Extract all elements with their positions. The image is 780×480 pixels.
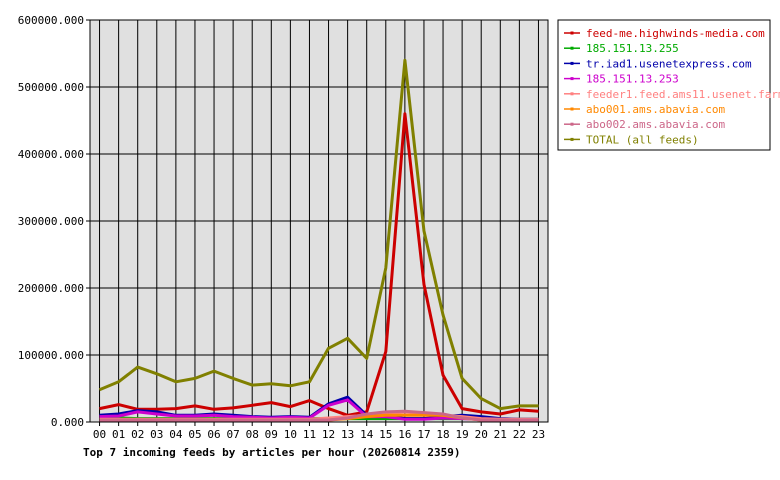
y-tick-label: 0.000 [51, 416, 84, 429]
legend-entry-feeder1-feed-ams11-usenet-farm: feeder1.feed.ams11.usenet.farm [586, 88, 780, 101]
legend: feed-me.highwinds-media.com 185.151.13.25… [557, 19, 780, 151]
legend-entry-185-151-13-255: 185.151.13.255 [586, 42, 679, 55]
x-tick-label: 17 [417, 428, 430, 441]
series-line-feed-me-highwinds-media-com [99, 112, 539, 417]
x-tick-label: 02 [131, 428, 144, 441]
legend-marker-abo001-ams-abavia-com [570, 107, 574, 111]
y-tick-label: 300000.000 [18, 215, 84, 228]
x-tick-label: 20 [475, 428, 488, 441]
x-tick-label: 04 [169, 428, 183, 441]
x-tick-label: 00 [93, 428, 106, 441]
x-tick-label: 06 [207, 428, 220, 441]
x-tick-label: 09 [265, 428, 278, 441]
x-tick-label: 14 [360, 428, 374, 441]
legend-marker-total-all-feeds [570, 137, 574, 141]
x-tick-label: 21 [494, 428, 507, 441]
legend-entry-185-151-13-253: 185.151.13.253 [586, 73, 679, 86]
x-tick-label: 10 [284, 428, 297, 441]
y-tick-label: 200000.000 [18, 282, 84, 295]
x-tick-label: 03 [150, 428, 163, 441]
x-tick-label: 07 [227, 428, 240, 441]
legend-marker-abo002-ams-abavia-com [570, 122, 574, 126]
y-tick-label: 500000.000 [18, 81, 84, 94]
series-lines [98, 58, 539, 422]
x-tick-label: 18 [436, 428, 449, 441]
x-tick-label: 22 [513, 428, 526, 441]
chart-title: Top 7 incoming feeds by articles per hou… [83, 446, 461, 459]
x-tick-label: 23 [532, 428, 545, 441]
y-tick-label: 600000.000 [18, 14, 84, 27]
legend-entry-feed-me-highwinds-media-com: feed-me.highwinds-media.com [586, 27, 765, 40]
legend-marker-tr-iad1-usenetexpress-com [570, 61, 574, 65]
x-tick-label: 08 [246, 428, 259, 441]
y-axis: 0.000 100000.000 200000.000 300000.000 40000… [18, 14, 90, 429]
x-tick-label: 15 [379, 428, 392, 441]
x-tick-label: 12 [322, 428, 335, 441]
series-line-abo002-ams-abavia-com [99, 409, 539, 422]
legend-entry-tr-iad1-usenetexpress-com: tr.iad1.usenetexpress.com [586, 57, 752, 70]
x-tick-label: 13 [341, 428, 354, 441]
x-tick-label: 16 [398, 428, 411, 441]
x-tick-label: 01 [112, 428, 125, 441]
x-tick-label: 19 [456, 428, 469, 441]
legend-marker-185-151-13-255 [570, 46, 574, 50]
legend-entry-total-all-feeds: TOTAL (all feeds) [586, 133, 699, 146]
y-tick-label: 400000.000 [18, 148, 84, 161]
x-tick-label: 11 [303, 428, 316, 441]
legend-marker-feeder1-feed-ams11-usenet-farm [570, 92, 574, 96]
x-tick-label: 05 [188, 428, 201, 441]
series-line-total-all-feeds [98, 58, 539, 411]
legend-entry-abo001-ams-abavia-com: abo001.ams.abavia.com [586, 103, 725, 116]
x-axis: 00 01 02 03 04 05 06 07 08 09 10 11 12 13 14 15 16 17 18 19… [93, 422, 545, 441]
y-tick-label: 100000.000 [18, 349, 84, 362]
legend-marker-feed-me-highwinds-media-com [570, 31, 574, 35]
legend-box [557, 19, 771, 151]
legend-marker-185-151-13-253 [570, 77, 574, 81]
legend-entry-abo002-ams-abavia-com: abo002.ams.abavia.com [586, 118, 725, 131]
